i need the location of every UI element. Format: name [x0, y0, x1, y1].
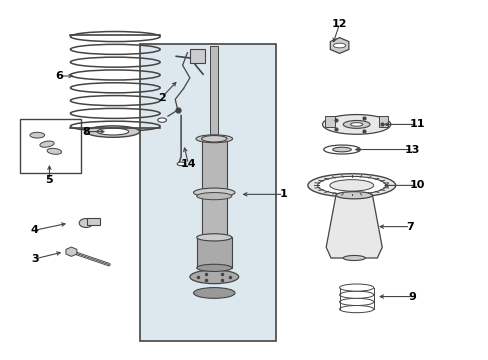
Bar [20, 119, 81, 173]
Bar [87, 218, 100, 225]
Ellipse shape [323, 145, 360, 154]
Ellipse shape [333, 43, 345, 48]
Text: 4: 4 [31, 225, 39, 235]
Ellipse shape [343, 121, 369, 129]
Bar [189, 49, 204, 63]
Text: 6: 6 [55, 71, 63, 81]
Ellipse shape [30, 132, 44, 138]
Bar [140, 44, 276, 341]
Ellipse shape [339, 291, 373, 298]
Ellipse shape [47, 148, 61, 154]
Ellipse shape [196, 234, 231, 241]
Text: 3: 3 [31, 254, 39, 264]
Bar [210, 45, 218, 139]
Bar [201, 139, 226, 237]
Text: 2: 2 [158, 93, 165, 103]
Text: 7: 7 [406, 222, 413, 231]
Ellipse shape [40, 141, 54, 147]
Bar [378, 116, 387, 127]
Ellipse shape [201, 234, 226, 240]
Ellipse shape [307, 174, 395, 197]
Ellipse shape [196, 135, 232, 143]
Ellipse shape [193, 288, 235, 298]
Ellipse shape [329, 180, 373, 191]
Ellipse shape [201, 135, 226, 142]
Ellipse shape [339, 284, 373, 291]
Text: 14: 14 [180, 159, 196, 169]
Ellipse shape [196, 264, 231, 271]
Polygon shape [325, 195, 382, 258]
Ellipse shape [97, 128, 128, 135]
Text: 5: 5 [45, 175, 53, 185]
Ellipse shape [79, 219, 93, 228]
Ellipse shape [332, 147, 350, 152]
Ellipse shape [322, 114, 390, 134]
Text: 8: 8 [82, 127, 90, 136]
Text: 9: 9 [408, 292, 416, 302]
Text: 11: 11 [409, 120, 425, 129]
Bar [196, 237, 231, 268]
Ellipse shape [317, 176, 385, 194]
Ellipse shape [343, 256, 365, 261]
Ellipse shape [86, 126, 140, 137]
Ellipse shape [339, 306, 373, 313]
Ellipse shape [196, 193, 231, 200]
Text: 10: 10 [409, 180, 425, 190]
Text: 13: 13 [404, 144, 420, 154]
Ellipse shape [193, 188, 235, 197]
Ellipse shape [158, 118, 166, 122]
Ellipse shape [350, 123, 362, 126]
Text: 12: 12 [331, 19, 346, 29]
Ellipse shape [177, 162, 184, 166]
Bar [325, 116, 334, 127]
Ellipse shape [335, 192, 372, 199]
Ellipse shape [339, 298, 373, 306]
Text: 1: 1 [279, 189, 287, 199]
Ellipse shape [189, 270, 238, 284]
